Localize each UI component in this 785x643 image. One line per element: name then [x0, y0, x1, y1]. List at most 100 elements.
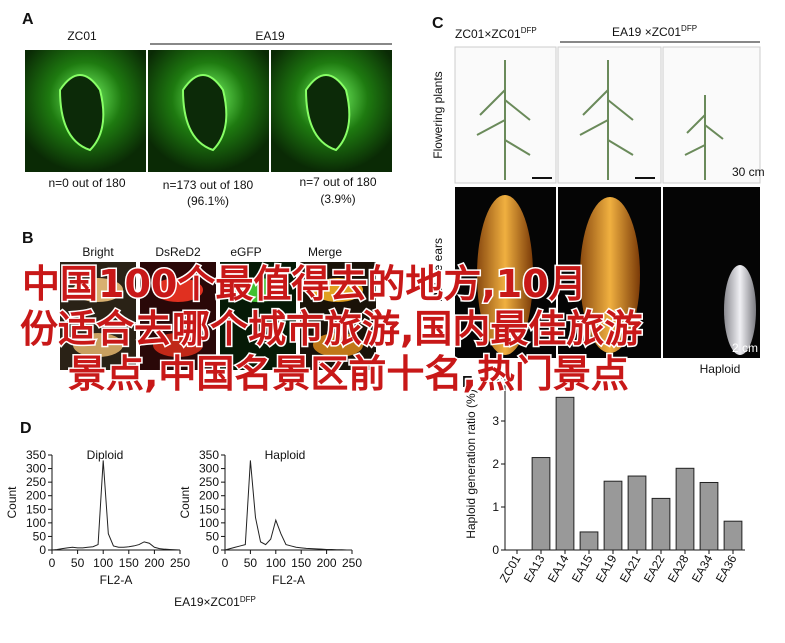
- x-tick-label: EA13: [521, 552, 548, 585]
- label-box: [663, 360, 760, 378]
- x-tick-label: 100: [266, 556, 286, 570]
- bar: [555, 396, 575, 551]
- column-header: ZC01×ZC01DFP: [455, 26, 537, 41]
- y-tick-label: 2: [492, 457, 499, 471]
- overlay-text: 中国100个最值得去的地方,10月: [22, 262, 587, 306]
- overlay: 中国100个最值得去的地方,10月 份适合去哪个城市旅游,国内最佳旅游 景点,中…: [19, 261, 644, 398]
- bar: [531, 457, 551, 551]
- x-tick-label: 0: [49, 556, 56, 570]
- caption: EA19×ZC01DFP: [174, 595, 256, 609]
- y-tick-label: 250: [199, 475, 219, 489]
- x-tick-label: ZC01: [497, 552, 524, 585]
- scale-label: 30 cm: [732, 165, 765, 179]
- microscope-images: [25, 50, 392, 172]
- scale-label: 2 cm: [732, 341, 758, 355]
- panel-c: C ZC01×ZC01DFP EA19 ×ZC01DFP Flowering p…: [431, 15, 765, 378]
- caption: n=173 out of 180: [163, 178, 254, 192]
- x-tick-label: EA15: [569, 552, 596, 585]
- column-header: EA19 ×ZC01DFP: [612, 24, 697, 39]
- y-tick-label: 0: [212, 543, 219, 557]
- y-tick-label: 100: [199, 516, 219, 530]
- x-tick-label: 250: [170, 556, 190, 570]
- panel-label: C: [432, 15, 444, 32]
- chart-title: Haploid: [265, 448, 306, 462]
- panel-label: A: [22, 11, 34, 28]
- panel-label: B: [22, 230, 34, 247]
- histogram-line: [51, 460, 181, 551]
- x-tick-label: EA36: [713, 552, 740, 585]
- x-axis-label: FL2-A: [100, 573, 133, 587]
- y-tick-label: 100: [26, 516, 46, 530]
- column-header: Merge: [308, 245, 342, 259]
- bar: [579, 531, 599, 551]
- y-tick-label: 350: [26, 448, 46, 462]
- y-tick-label: 200: [26, 489, 46, 503]
- bar: [603, 480, 623, 551]
- y-axis-label: Count: [5, 486, 19, 519]
- plant-images: [454, 46, 761, 358]
- x-tick-label: EA19: [593, 552, 620, 585]
- y-tick-label: 150: [26, 502, 46, 516]
- group-label: ZC01: [67, 29, 97, 43]
- panel-b: B Bright DsReD2 eGFP Merge: [22, 230, 376, 370]
- column-header: Bright: [82, 245, 114, 259]
- superscript: DFP: [521, 26, 537, 35]
- ear-label: Haploid: [700, 362, 741, 376]
- x-tick-label: EA21: [617, 552, 644, 585]
- bar: [651, 497, 671, 551]
- header-text: EA19 ×ZC01: [612, 25, 681, 39]
- bar: [699, 481, 719, 551]
- y-axis-label: Haploid generation ratio (%): [464, 389, 478, 538]
- y-tick-label: 250: [26, 475, 46, 489]
- caption: (3.9%): [320, 192, 355, 206]
- panel-e: E: [462, 374, 473, 391]
- superscript: DFP: [240, 595, 256, 604]
- y-tick-label: 300: [199, 462, 219, 476]
- x-tick-label: 50: [244, 556, 258, 570]
- y-tick-label: 1: [492, 500, 499, 514]
- y-tick-label: 0: [39, 543, 46, 557]
- y-tick-label: 350: [199, 448, 219, 462]
- x-tick-label: 0: [222, 556, 229, 570]
- x-tick-label: EA14: [545, 552, 572, 585]
- column-header: eGFP: [230, 245, 261, 259]
- y-tick-label: 200: [199, 489, 219, 503]
- overlay-text: 景点,中国名景区前十名,热门景点: [68, 352, 629, 396]
- histogram-line: [224, 460, 352, 551]
- group-label: EA19: [255, 29, 285, 43]
- row-label: Flowering plants: [431, 71, 445, 158]
- y-tick-label: 0: [492, 543, 499, 557]
- y-tick-label: 50: [206, 529, 220, 543]
- x-tick-label: 200: [317, 556, 337, 570]
- overlay-text: 份适合去哪个城市旅游,国内最佳旅游: [20, 307, 642, 351]
- caption: n=0 out of 180: [48, 176, 125, 190]
- y-tick-label: 50: [33, 529, 47, 543]
- bar: [723, 520, 743, 551]
- x-tick-label: 50: [71, 556, 85, 570]
- header-text: ZC01×ZC01: [455, 27, 521, 41]
- x-tick-label: 150: [291, 556, 311, 570]
- row-label: Mature ears: [431, 238, 445, 302]
- y-tick-label: 3: [492, 414, 499, 428]
- column-header: DsReD2: [155, 245, 201, 259]
- x-tick-label: 250: [342, 556, 362, 570]
- panel-label: D: [20, 420, 32, 437]
- y-axis-label: Count: [178, 486, 192, 519]
- panel-label: E: [462, 374, 473, 391]
- x-tick-label: EA28: [665, 552, 692, 585]
- fluorescence-images: [60, 262, 376, 370]
- y-tick-label: 300: [26, 462, 46, 476]
- panel-a: A ZC01 EA19 n=0 out of 180 n=173 out of …: [22, 11, 392, 208]
- y-tick-label: 150: [199, 502, 219, 516]
- caption-text: EA19×ZC01: [174, 595, 240, 609]
- x-tick-label: 150: [119, 556, 139, 570]
- bar: [675, 467, 695, 551]
- x-tick-label: 200: [144, 556, 164, 570]
- superscript: DFP: [681, 24, 697, 33]
- panel-d: D EA19×ZC01DFP: [20, 420, 256, 609]
- caption: (96.1%): [187, 194, 229, 208]
- y-tick-label: 4: [492, 371, 499, 385]
- x-axis-label: FL2-A: [272, 573, 305, 587]
